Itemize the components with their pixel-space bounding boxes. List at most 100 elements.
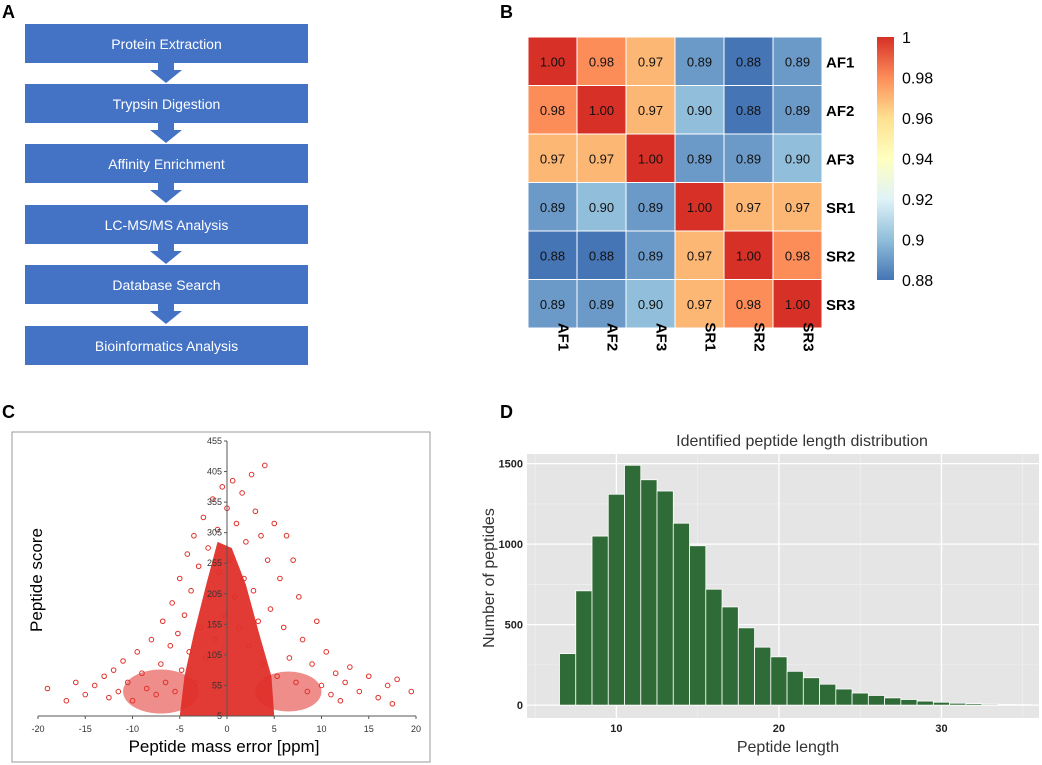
histogram-bar <box>737 627 755 706</box>
heatmap-cell <box>576 85 627 135</box>
panel-label-c: C <box>2 402 15 422</box>
scatter-point <box>233 520 240 527</box>
scatter-point <box>186 649 192 655</box>
heatmap-cell <box>772 279 823 329</box>
scatter-point <box>172 688 178 695</box>
heatmap-cell <box>723 182 774 232</box>
scatter-y-tick-label: 155 <box>207 619 222 629</box>
heatmap-cell <box>723 36 774 86</box>
heatmap-cell <box>527 279 578 329</box>
scatter-x-tick-label: 20 <box>411 724 421 734</box>
scatter-point <box>304 688 311 695</box>
heatmap-cell <box>576 230 627 280</box>
heatmap-cell <box>723 133 774 183</box>
heatmap-cell-value: 0.89 <box>638 248 663 263</box>
scatter-point <box>115 688 122 695</box>
histogram-x-tick-label: 30 <box>935 723 947 735</box>
heatmap-cell-value: 1.00 <box>736 248 761 263</box>
scatter-point <box>224 505 230 512</box>
scatter-point <box>158 661 164 667</box>
scatter-point <box>356 688 363 695</box>
heatmap-cell <box>576 133 627 183</box>
scatter-point <box>211 636 218 643</box>
flow-arrow-stem <box>158 63 174 71</box>
heatmap-cell <box>576 182 627 232</box>
heatmap-cell-value: 0.98 <box>540 103 565 118</box>
scatter-point <box>309 661 315 667</box>
heatmap-cell-value: 1.00 <box>785 297 810 312</box>
scatter-point <box>313 618 320 625</box>
heatmap-cell-value: 0.97 <box>540 151 565 166</box>
scatter-point <box>248 471 255 478</box>
histogram-bar <box>591 535 609 706</box>
scatter-point <box>175 630 181 637</box>
heatmap-cell <box>527 230 578 280</box>
heatmap-cell-value: 0.97 <box>638 103 663 118</box>
heatmap-cell <box>772 182 823 232</box>
scatter-point <box>148 636 155 643</box>
heatmap-cell-value: 0.88 <box>736 103 761 118</box>
scatter-point <box>184 551 191 557</box>
heatmap-cell-value: 0.89 <box>638 200 663 215</box>
heatmap-cell <box>527 85 578 135</box>
scatter-point <box>296 594 302 600</box>
heatmap-cell-value: 0.97 <box>687 297 712 312</box>
heatmap-cell-value: 0.88 <box>589 248 614 263</box>
scatter-point <box>202 655 209 661</box>
scatter-point <box>219 484 226 490</box>
scatter-point <box>214 526 221 533</box>
colorbar-tick-label: 0.88 <box>902 273 933 290</box>
scatter-point <box>274 673 280 680</box>
heatmap-cell <box>772 36 823 86</box>
scatter-point <box>337 697 344 704</box>
scatter-point <box>332 670 339 677</box>
scatter-point <box>241 575 247 582</box>
scatter-point <box>207 594 213 600</box>
histogram-y-tick-label: 0 <box>517 700 523 712</box>
scatter-point <box>231 594 238 600</box>
histogram-y-axis-label: Number of peptides <box>481 508 498 648</box>
histogram-bar <box>640 479 658 706</box>
histogram-bar <box>705 588 723 706</box>
scatter-y-tick-label: 205 <box>207 589 222 599</box>
heatmap-cell-value: 0.89 <box>589 297 614 312</box>
heatmap-cell <box>723 279 774 329</box>
scatter-point <box>384 682 391 689</box>
scatter-point <box>110 667 117 673</box>
heatmap-cell-value: 0.98 <box>736 297 761 312</box>
histogram-y-tick-label: 500 <box>505 620 523 632</box>
scatter-point <box>342 679 348 686</box>
heatmap-cell <box>625 133 676 183</box>
heatmap-cell <box>625 230 676 280</box>
histogram-bar <box>786 670 804 706</box>
heatmap-cell <box>674 133 725 183</box>
scatter-point <box>255 618 261 625</box>
scatter-point <box>143 685 150 692</box>
scatter-point <box>250 587 257 594</box>
heatmap-cell-value: 0.89 <box>540 297 565 312</box>
histogram-bar <box>981 703 999 706</box>
scatter-point <box>365 673 372 680</box>
flow-step-lc-ms-analysis: LC-MS/MS Analysis <box>25 205 308 244</box>
heatmap-col-label: AF1 <box>555 323 572 351</box>
scatter-point <box>205 545 211 551</box>
scatter-point <box>200 514 207 521</box>
heatmap-cell-value: 0.89 <box>785 103 810 118</box>
scatter-y-axis-label: Peptide score <box>27 528 46 632</box>
scatter-point <box>139 670 145 677</box>
scatter-dense-core <box>179 541 275 716</box>
scatter-dense-core <box>123 669 199 714</box>
histogram-bar <box>575 590 593 706</box>
heatmap-cell <box>772 133 823 183</box>
scatter-point <box>375 694 382 701</box>
scatter-point <box>239 490 245 496</box>
flow-step-trypsin-digestion: Trypsin Digestion <box>25 84 308 123</box>
scatter-point <box>44 685 51 692</box>
heatmap-col-label: SR1 <box>702 322 719 351</box>
scatter-point <box>328 691 334 698</box>
histogram-bar <box>624 464 642 706</box>
scatter-point <box>181 612 188 618</box>
scatter-point <box>258 532 264 539</box>
scatter-x-tick-label: 15 <box>364 724 374 734</box>
scatter-point <box>264 557 271 563</box>
